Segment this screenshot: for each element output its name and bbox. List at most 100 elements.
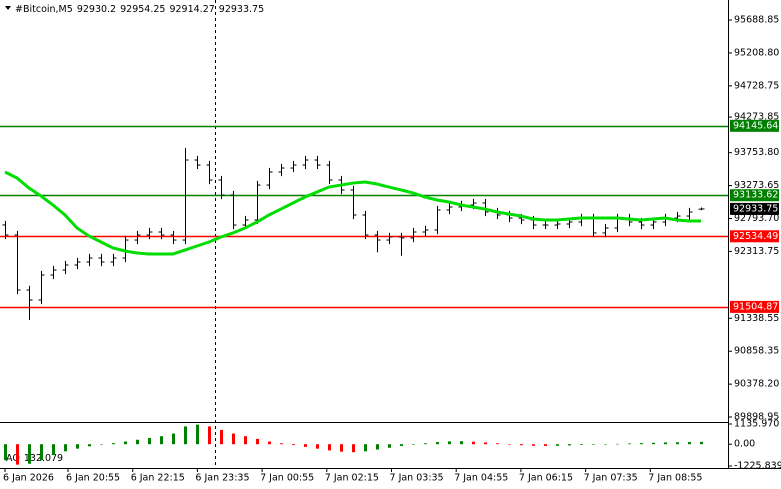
indicator-bar xyxy=(592,444,595,445)
y-tick-label: 95688.85 xyxy=(734,15,779,26)
indicator-bar xyxy=(232,433,235,445)
y-tick-label: 91338.55 xyxy=(734,313,779,324)
indicator-bar xyxy=(640,443,643,445)
indicator-value: 132.079 xyxy=(24,453,63,464)
indicator-bar xyxy=(244,436,247,445)
x-tick-label: 7 Jan 06:15 xyxy=(519,473,573,484)
x-tick-label: 6 Jan 2026 xyxy=(3,473,54,484)
current-price-label: 92933.75 xyxy=(733,203,778,214)
indicator-bar xyxy=(352,444,355,453)
indicator-bar xyxy=(376,444,379,450)
level-label: 93133.62 xyxy=(733,190,778,201)
indicator-bar xyxy=(556,444,559,446)
x-tick-label: 7 Jan 02:15 xyxy=(325,473,379,484)
indicator-bar xyxy=(400,444,403,446)
y-tick-label: 94728.75 xyxy=(734,80,779,91)
indicator-bar xyxy=(448,441,451,445)
level-label-box xyxy=(730,119,779,132)
indicator-bar xyxy=(388,444,391,448)
last-open: 92930.2 xyxy=(77,4,116,15)
level-label: 94145.64 xyxy=(733,120,778,131)
level-label: 91504.87 xyxy=(733,301,778,312)
indicator-bar xyxy=(88,444,91,447)
indicator-name: AO xyxy=(6,453,20,464)
indicator-tick-label: 0.00 xyxy=(734,439,755,450)
indicator-bar xyxy=(100,444,103,445)
x-tick-label: 7 Jan 08:55 xyxy=(648,473,702,484)
x-tick-label: 6 Jan 20:55 xyxy=(66,473,120,484)
indicator-bar xyxy=(160,436,163,445)
x-tick-label: 7 Jan 04:55 xyxy=(454,473,508,484)
header: #Bitcoin,M5 92930.2 92954.25 92914.27 92933.… xyxy=(15,4,264,15)
indicator-bar xyxy=(520,444,523,446)
indicator-bar xyxy=(172,433,175,445)
indicator-tick-label: -1225.839 xyxy=(734,461,781,472)
indicator-bar xyxy=(124,441,127,445)
indicator-bar xyxy=(424,443,427,445)
x-tick-label: 7 Jan 03:35 xyxy=(390,473,444,484)
indicator-bar xyxy=(688,442,691,445)
level-label-box xyxy=(730,230,779,243)
indicator-bar xyxy=(472,441,475,445)
level-label-box xyxy=(730,300,779,313)
y-tick-label: 93273.65 xyxy=(734,180,779,191)
x-tick-label: 6 Jan 23:35 xyxy=(195,473,249,484)
indicator-bar xyxy=(292,444,295,446)
indicator-bar xyxy=(628,443,631,445)
indicator-bar xyxy=(64,444,67,452)
indicator-bar xyxy=(652,442,655,445)
indicator-bar xyxy=(616,443,619,445)
indicator-bar xyxy=(136,439,139,445)
menu-triangle[interactable] xyxy=(5,6,11,10)
indicator-bar xyxy=(664,442,667,445)
level-label-box xyxy=(730,189,779,202)
indicator-bar xyxy=(412,444,415,445)
indicator-bar xyxy=(40,444,43,461)
x-tick-label: 7 Jan 07:35 xyxy=(584,473,638,484)
indicator-bar xyxy=(184,426,187,445)
last-close: 92933.75 xyxy=(219,4,264,15)
indicator-bar xyxy=(220,429,223,445)
indicator-bar xyxy=(436,442,439,445)
indicator-bar xyxy=(484,442,487,445)
indicator-bar xyxy=(532,444,535,446)
indicator-tick-label: 1135.970 xyxy=(734,419,779,430)
y-tick-label: 90378.20 xyxy=(734,379,779,390)
last-high: 92954.25 xyxy=(120,4,165,15)
indicator-bar xyxy=(4,444,7,461)
indicator-bar xyxy=(676,442,679,445)
y-tick-label: 94273.85 xyxy=(734,112,779,123)
indicator-bar xyxy=(52,444,55,455)
indicator-bar xyxy=(364,444,367,452)
current-price-label-box xyxy=(730,202,779,215)
indicator-bar xyxy=(304,444,307,447)
y-tick-label: 90858.35 xyxy=(734,346,779,357)
indicator-bar xyxy=(580,444,583,445)
indicator-bar xyxy=(568,444,571,446)
indicator-bar xyxy=(268,441,271,445)
indicator-bar xyxy=(316,444,319,449)
indicator-bar xyxy=(544,444,547,446)
indicator-label: AO 132.079 xyxy=(6,453,63,464)
indicator-bar xyxy=(76,444,79,449)
x-tick-label: 6 Jan 22:15 xyxy=(131,473,185,484)
indicator-bar xyxy=(208,426,211,445)
indicator-bar xyxy=(28,444,31,464)
indicator-bar xyxy=(328,444,331,451)
indicator-bar xyxy=(340,444,343,452)
level-label: 92534.49 xyxy=(733,231,778,242)
indicator-bar xyxy=(196,424,199,445)
y-tick-label: 93753.80 xyxy=(734,147,779,158)
indicator-bar xyxy=(16,444,19,465)
indicator-bar xyxy=(256,438,259,445)
indicator-bar xyxy=(700,441,703,445)
moving-average xyxy=(4,170,701,256)
y-tick-label: 89898.95 xyxy=(734,411,779,422)
x-tick-label: 7 Jan 00:55 xyxy=(260,473,314,484)
y-tick-label: 95208.80 xyxy=(734,47,779,58)
indicator-bar xyxy=(112,443,115,445)
symbol: #Bitcoin,M5 xyxy=(15,4,73,15)
